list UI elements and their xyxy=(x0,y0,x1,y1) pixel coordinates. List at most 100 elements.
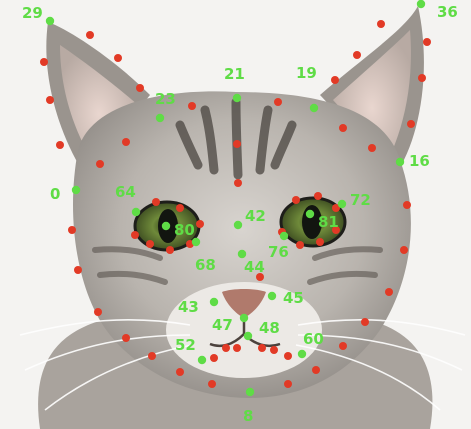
landmark-dot xyxy=(418,74,426,82)
landmark-dot-52 xyxy=(197,355,207,365)
landmark-dot xyxy=(339,124,347,132)
landmark-dot-29 xyxy=(45,16,55,26)
landmark-dot xyxy=(146,240,154,248)
landmark-label-81: 81 xyxy=(318,213,339,231)
numbered-landmarks xyxy=(45,0,426,397)
cat-right-ear-inner xyxy=(333,30,411,160)
landmark-dot xyxy=(368,144,376,152)
landmark-dot xyxy=(339,342,347,350)
landmark-label-76: 76 xyxy=(268,243,289,261)
landmark-dot xyxy=(122,334,130,342)
landmark-dot xyxy=(361,318,369,326)
landmark-dot-48 xyxy=(243,331,253,341)
landmark-label-36: 36 xyxy=(437,3,458,21)
landmark-label-16: 16 xyxy=(409,152,430,170)
landmark-dot-23 xyxy=(155,113,165,123)
unlabeled-landmarks xyxy=(40,20,431,388)
landmark-dot xyxy=(152,198,160,206)
landmark-dot xyxy=(188,102,196,110)
landmark-dot-42 xyxy=(233,220,243,230)
landmark-label-44: 44 xyxy=(244,258,265,276)
cheek-stripes xyxy=(92,246,383,285)
landmark-dot xyxy=(332,226,340,234)
landmark-label-45: 45 xyxy=(283,289,304,307)
landmark-dot xyxy=(166,246,174,254)
landmark-dot xyxy=(234,179,242,187)
landmark-dot xyxy=(400,246,408,254)
tabby-stripes xyxy=(175,97,297,180)
landmark-dot xyxy=(353,51,361,59)
landmark-dot-68 xyxy=(191,237,201,247)
landmark-dot xyxy=(94,308,102,316)
landmark-dot xyxy=(256,273,264,281)
landmark-dot xyxy=(233,140,241,148)
landmark-label-0: 0 xyxy=(50,185,60,203)
landmark-label-64: 64 xyxy=(115,183,136,201)
landmark-dot xyxy=(331,76,339,84)
landmark-dot xyxy=(385,288,393,296)
landmark-dot xyxy=(148,352,156,360)
landmark-dot-19 xyxy=(309,103,319,113)
landmark-label-47: 47 xyxy=(212,316,233,334)
landmark-label-23: 23 xyxy=(155,90,176,108)
landmark-dot xyxy=(96,160,104,168)
landmark-dot xyxy=(131,231,139,239)
cat-left-ear-inner xyxy=(60,45,138,160)
landmark-dot xyxy=(56,141,64,149)
landmark-dot xyxy=(407,120,415,128)
landmark-dot-72 xyxy=(337,199,347,209)
landmark-dot xyxy=(208,380,216,388)
landmark-dot xyxy=(68,226,76,234)
landmark-dot-8 xyxy=(245,387,255,397)
cat-nose xyxy=(222,289,266,318)
landmark-dot xyxy=(274,98,282,106)
landmark-labels: 29 36 21 19 23 16 0 64 72 42 80 81 76 68 44 43 45 47 48 52 6… xyxy=(22,3,458,425)
landmark-dot xyxy=(74,266,82,274)
landmark-dot xyxy=(40,58,48,66)
landmark-dot xyxy=(258,344,266,352)
landmark-dot-47 xyxy=(239,313,249,323)
landmark-label-68: 68 xyxy=(195,256,216,274)
landmark-dot xyxy=(292,196,300,204)
landmark-dot-43 xyxy=(209,297,219,307)
landmark-label-43: 43 xyxy=(178,298,199,316)
landmark-label-72: 72 xyxy=(350,191,371,209)
landmark-dot-44 xyxy=(237,249,247,259)
landmark-dot xyxy=(176,204,184,212)
cat-whiskers xyxy=(19,318,466,411)
landmark-dot xyxy=(233,344,241,352)
landmark-label-60: 60 xyxy=(303,330,324,348)
landmark-dot-64 xyxy=(131,207,141,217)
landmark-dot xyxy=(122,138,130,146)
landmark-dot xyxy=(312,366,320,374)
landmark-label-80: 80 xyxy=(174,221,195,239)
landmark-dot-16 xyxy=(395,157,405,167)
landmark-dot xyxy=(316,238,324,246)
landmark-dot xyxy=(314,192,322,200)
landmark-dot xyxy=(210,354,218,362)
landmark-dot xyxy=(136,84,144,92)
landmark-label-19: 19 xyxy=(296,64,317,82)
landmark-dot xyxy=(284,380,292,388)
landmark-dot xyxy=(284,352,292,360)
landmark-dot xyxy=(196,220,204,228)
landmark-dot xyxy=(296,241,304,249)
landmark-label-8: 8 xyxy=(243,407,253,425)
landmark-dot xyxy=(46,96,54,104)
landmark-dot xyxy=(332,204,340,212)
landmark-dot xyxy=(377,20,385,28)
landmark-label-29: 29 xyxy=(22,4,43,22)
landmark-dot xyxy=(423,38,431,46)
landmark-label-48: 48 xyxy=(259,319,280,337)
landmark-dot-60 xyxy=(297,349,307,359)
landmark-dot xyxy=(270,346,278,354)
landmark-dot xyxy=(86,31,94,39)
landmark-dot-36 xyxy=(416,0,426,9)
landmark-dot-21 xyxy=(232,93,242,103)
landmark-dot-0 xyxy=(71,185,81,195)
landmark-dot-45 xyxy=(267,291,277,301)
landmark-dot xyxy=(176,368,184,376)
landmark-label-21: 21 xyxy=(224,65,245,83)
landmark-dot xyxy=(403,201,411,209)
